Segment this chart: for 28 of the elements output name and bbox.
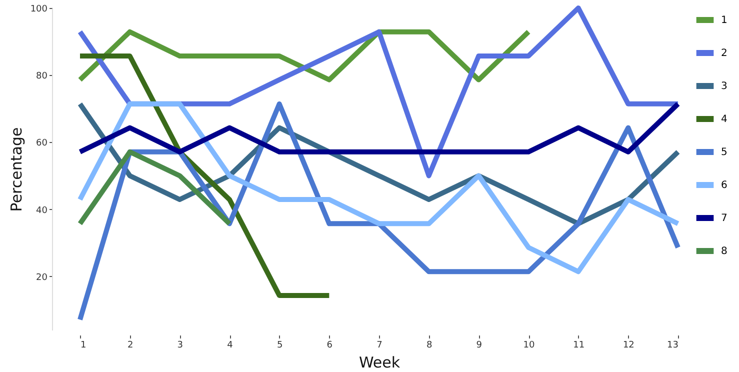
x-tick-label: 4 xyxy=(227,340,234,350)
x-tick-label: 8 xyxy=(426,340,432,350)
x-tick-label: 7 xyxy=(376,340,382,350)
y-tick-label: 100 xyxy=(30,4,48,14)
y-axis-title: Percentage xyxy=(7,127,26,212)
x-tick-label: 10 xyxy=(523,340,535,350)
x-tick-label: 13 xyxy=(667,340,678,350)
x-tick-label: 12 xyxy=(622,340,634,350)
legend-label: 2 xyxy=(721,48,728,59)
legend-label: 1 xyxy=(721,15,728,26)
y-tick-label: 60 xyxy=(36,138,48,149)
legend-label: 4 xyxy=(721,114,728,125)
x-axis-title: Week xyxy=(358,354,400,372)
x-tick-label: 11 xyxy=(573,340,585,350)
x-tick-label: 3 xyxy=(177,340,184,350)
y-tick-label: 20 xyxy=(36,272,48,283)
legend-label: 8 xyxy=(721,246,728,257)
x-tick-label: 6 xyxy=(326,340,333,350)
legend-label: 7 xyxy=(721,213,728,224)
x-tick-label: 9 xyxy=(476,340,482,350)
x-tick-label: 1 xyxy=(80,340,86,350)
x-tick-label: 2 xyxy=(127,340,134,350)
y-tick-label: 80 xyxy=(36,72,48,82)
legend-label: 3 xyxy=(721,81,728,92)
x-tick-label: 5 xyxy=(276,340,283,350)
legend-label: 5 xyxy=(721,147,728,158)
legend-label: 6 xyxy=(721,180,728,191)
y-tick-label: 40 xyxy=(36,206,48,216)
